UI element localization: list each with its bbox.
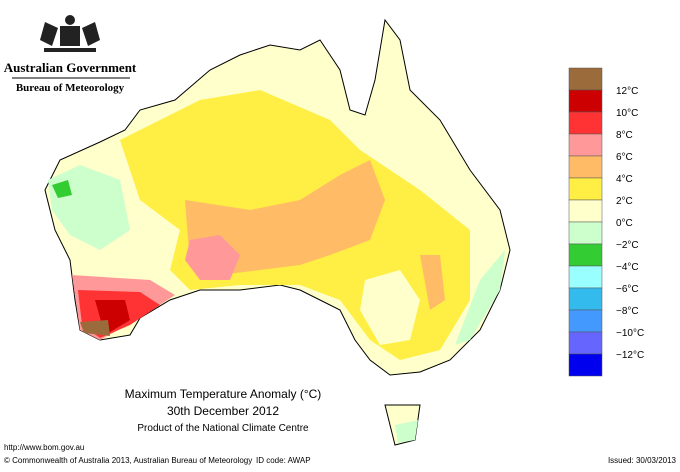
map-title: Maximum Temperature Anomaly (°C) — [125, 387, 322, 401]
government-name: Australian Government — [4, 60, 137, 75]
legend-label: 0°C — [616, 218, 633, 229]
anomaly-above-12 — [80, 320, 110, 336]
legend-label: −10°C — [616, 328, 644, 339]
map-product: Product of the National Climate Centre — [137, 423, 309, 434]
anomaly-cool-east — [455, 250, 505, 345]
map-date: 30th December 2012 — [167, 404, 279, 418]
coat-of-arms — [40, 15, 100, 52]
legend-swatch — [568, 265, 603, 289]
bureau-name: Bureau of Meteorology — [16, 82, 125, 94]
legend-swatch — [568, 309, 603, 333]
legend-swatch — [568, 111, 603, 135]
legend-label: −6°C — [616, 284, 639, 295]
footer-url: http://www.bom.gov.au — [4, 443, 84, 452]
legend-label: 10°C — [616, 108, 638, 119]
legend-swatch — [568, 331, 603, 355]
legend-label: 2°C — [616, 196, 633, 207]
anomaly-4-6-east — [420, 255, 445, 310]
legend: 12°C 10°C 8°C 6°C 4°C 2°C 0°C −2°C −4°C −6°C −8°C −… — [568, 67, 644, 377]
legend-swatch — [568, 67, 603, 91]
legend-swatch — [568, 221, 603, 245]
legend-swatch — [568, 353, 603, 377]
legend-swatch — [568, 287, 603, 311]
footer-copyright: © Commonwealth of Australia 2013, Austra… — [4, 456, 252, 465]
legend-swatch — [568, 177, 603, 201]
legend-swatch — [568, 199, 603, 223]
anomaly-cold-west — [52, 180, 72, 198]
legend-swatch — [568, 89, 603, 113]
legend-label: 6°C — [616, 152, 633, 163]
legend-label: 12°C — [616, 86, 638, 97]
legend-label: 8°C — [616, 130, 633, 141]
legend-label: −8°C — [616, 306, 639, 317]
footer-issued: Issued: 30/03/2013 — [608, 456, 677, 465]
legend-swatch — [568, 243, 603, 267]
legend-label: 4°C — [616, 174, 633, 185]
anomaly-0-2-inland — [360, 270, 420, 345]
legend-swatch — [568, 133, 603, 157]
legend-label: −2°C — [616, 240, 639, 251]
footer-id-code: ID code: AWAP — [256, 456, 311, 465]
legend-label: −4°C — [616, 262, 639, 273]
anomaly-4-6 — [185, 160, 385, 275]
anomaly-6-8 — [185, 235, 240, 280]
australia-map — [44, 18, 511, 446]
legend-swatch — [568, 155, 603, 179]
legend-label: −12°C — [616, 350, 644, 361]
anomaly-cool-tas — [395, 420, 418, 443]
